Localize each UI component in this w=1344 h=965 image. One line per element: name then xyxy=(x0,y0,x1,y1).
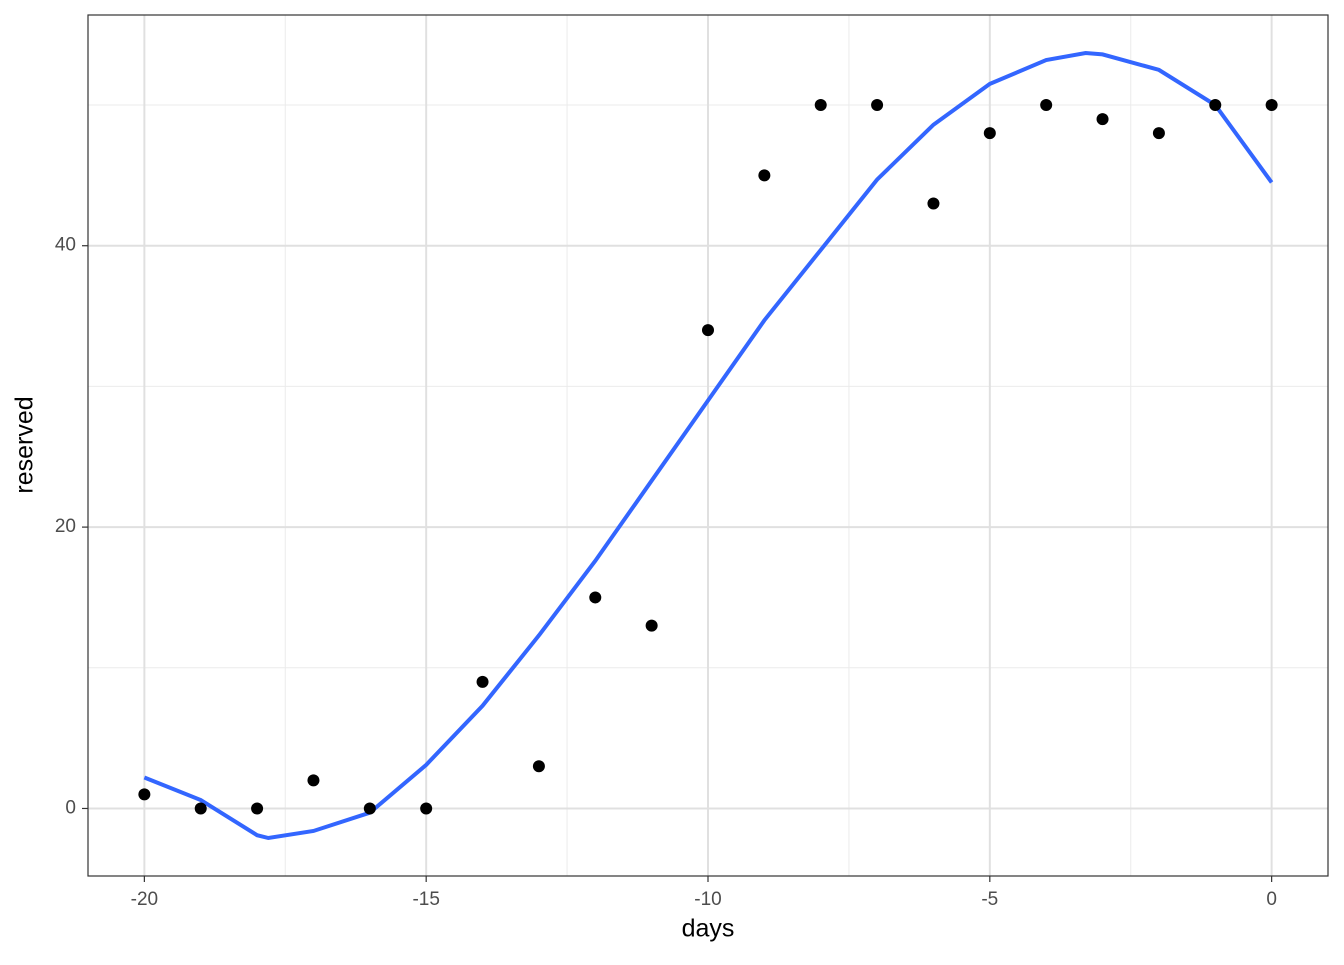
y-tick-label: 0 xyxy=(65,797,76,818)
x-tick-label: 0 xyxy=(1266,889,1277,910)
point xyxy=(138,788,151,801)
x-axis-title: days xyxy=(682,915,735,943)
point xyxy=(814,99,827,112)
x-tick-label: -15 xyxy=(412,889,439,910)
point xyxy=(307,774,320,787)
point xyxy=(1209,99,1222,112)
y-tick-label: 40 xyxy=(55,235,76,256)
point xyxy=(758,169,771,182)
point xyxy=(1040,99,1053,112)
point xyxy=(645,619,658,632)
point xyxy=(363,802,376,815)
x-tick-label: -20 xyxy=(131,889,158,910)
point xyxy=(983,127,996,140)
point xyxy=(927,197,940,210)
y-axis-title: reserved xyxy=(11,396,39,493)
point xyxy=(1096,113,1109,126)
smooth-line xyxy=(143,50,1274,841)
point xyxy=(871,99,884,112)
point xyxy=(589,591,602,604)
point xyxy=(476,675,489,688)
point xyxy=(532,760,545,773)
y-tick-label: 20 xyxy=(55,516,76,537)
x-tick-label: -10 xyxy=(694,889,721,910)
x-tick-label: -5 xyxy=(981,889,998,910)
point xyxy=(251,802,264,815)
point xyxy=(420,802,433,815)
point xyxy=(194,802,207,815)
point xyxy=(702,324,714,337)
point xyxy=(1265,99,1278,112)
point xyxy=(1152,127,1165,140)
plot-area xyxy=(88,15,1328,876)
